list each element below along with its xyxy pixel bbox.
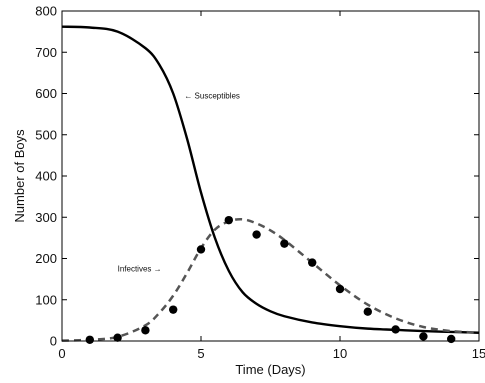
x-ticks: 0 5 10 15 — [58, 11, 485, 361]
y-tick-label: 700 — [35, 45, 57, 60]
annotation-label: ← Susceptibles — [184, 91, 240, 100]
data-point — [169, 305, 178, 314]
data-point — [252, 230, 261, 239]
susceptibles-line — [61, 25, 480, 334]
data-point — [85, 335, 95, 344]
x-tick-label: 10 — [333, 346, 347, 361]
data-point — [280, 239, 289, 248]
data-point — [419, 332, 428, 341]
y-ticks: 0 100 200 300 400 500 600 700 800 — [35, 4, 479, 349]
annotation-label: Infectives → — [118, 265, 162, 274]
axes — [61, 10, 480, 342]
annotations: ← Susceptibles Infectives → — [118, 91, 240, 273]
data-point — [113, 333, 122, 342]
x-axis-label: Time (Days) — [235, 362, 305, 377]
x-tick-label: 15 — [472, 346, 485, 361]
y-axis-label: Number of Boys — [12, 129, 27, 223]
y-tick-label: 100 — [35, 292, 57, 307]
infectives-line — [61, 217, 480, 342]
data-point — [308, 258, 317, 267]
y-tick-label: 500 — [35, 127, 57, 142]
y-tick-label: 300 — [35, 210, 57, 225]
y-tick-label: 200 — [35, 251, 57, 266]
x-tick-label: 5 — [197, 346, 204, 361]
x-tick-label: 0 — [58, 346, 65, 361]
plot-area — [61, 25, 480, 344]
plot-frame — [61, 10, 480, 342]
data-point — [363, 307, 372, 316]
data-point — [141, 326, 150, 335]
data-point — [391, 325, 400, 334]
data-point — [224, 215, 233, 225]
data-point — [447, 334, 456, 344]
y-tick-label: 600 — [35, 86, 57, 101]
y-tick-label: 0 — [50, 334, 57, 349]
y-tick-label: 800 — [35, 4, 57, 19]
data-point — [335, 284, 345, 294]
data-point — [196, 245, 206, 254]
y-tick-label: 400 — [35, 169, 57, 184]
